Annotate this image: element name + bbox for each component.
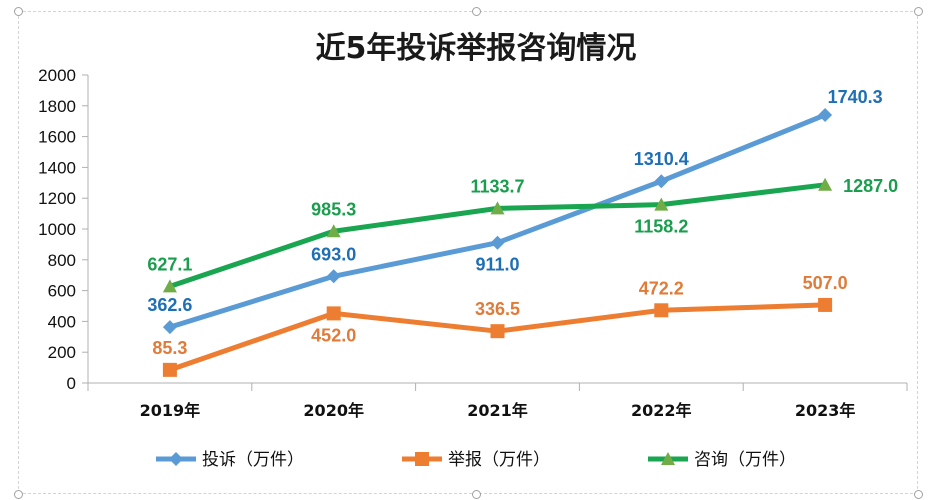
data-point-marker [162,320,177,335]
y-tick-label: 400 [48,312,76,331]
data-label: 507.0 [803,273,848,293]
data-label: 985.3 [311,199,356,219]
legend-triangle-icon [661,452,675,465]
data-label: 1310.4 [634,149,689,169]
x-tick-label: 2019年 [140,401,201,420]
data-point-marker [490,201,505,215]
y-tick-label: 200 [48,343,76,362]
data-point-marker [818,297,833,312]
data-point-marker [326,269,341,284]
data-point-marker [818,177,833,191]
data-label: 452.0 [311,325,356,345]
legend: 投诉（万件） 举报（万件） 咨询（万件） [156,450,796,470]
y-tick-label: 0 [67,374,76,393]
data-point-marker [818,107,833,122]
data-point-marker [654,197,669,211]
x-tick-label: 2022年 [631,401,692,420]
y-tick-label: 1600 [38,128,76,147]
data-point-marker [490,324,505,339]
legend-item: 投诉（万件） [156,450,304,470]
data-label: 693.0 [311,244,356,264]
data-point-marker [490,235,505,250]
series-diamond [162,107,833,335]
data-label: 336.5 [475,299,520,319]
chart-frame[interactable] [18,11,918,494]
x-axis-ticks: 2019年 2020年 2021年 2022年 2023年 [140,401,856,420]
data-label: 362.6 [147,295,192,315]
series-line [169,112,827,330]
x-tick-label: 2021年 [467,401,528,420]
legend-diamond-icon [169,452,183,466]
y-tick-label: 600 [48,282,76,301]
data-point-marker [162,362,177,377]
y-tick-label: 1800 [38,97,76,116]
series-group [162,107,833,377]
data-label: 472.2 [639,278,684,298]
y-tick-label: 1000 [38,220,76,239]
chart-title: 近5年投诉举报咨询情况 [316,31,637,66]
resize-handle-bottom-right[interactable] [914,490,923,499]
legend-square-icon [415,452,429,466]
legend-label: 咨询（万件） [694,450,796,470]
y-tick-label: 1400 [38,158,76,177]
resize-handle-bottom-left[interactable] [14,490,23,499]
data-label: 1133.7 [470,176,524,196]
data-point-marker [162,279,177,293]
y-tick-label: 800 [48,251,76,270]
data-label: 1158.2 [634,217,688,237]
data-point-marker [326,224,341,238]
x-tick-label: 2023年 [795,401,856,420]
resize-handle-top-center[interactable] [472,7,481,16]
legend-item: 咨询（万件） [648,450,796,470]
data-labels: 362.6 693.0 911.0 1310.4 1740.3 85.3 452.0 336.… [147,87,898,358]
data-label: 627.1 [147,254,192,274]
data-point-marker [654,303,669,318]
legend-label: 投诉（万件） [202,450,304,470]
x-tick-label: 2020年 [303,401,364,420]
y-axis-ticks: 0 200 400 600 800 1000 1200 1400 1600 1800 2000 [38,66,88,393]
data-label: 85.3 [152,338,187,358]
series-triangle [162,177,833,293]
resize-handle-bottom-center[interactable] [472,490,481,499]
data-point-marker [326,306,341,321]
y-tick-label: 1200 [38,189,76,208]
legend-item: 举报（万件） [402,450,550,470]
resize-handle-top-left[interactable] [14,7,23,16]
data-label: 1740.3 [828,87,883,107]
series-square [162,297,833,377]
chart-axes [87,75,908,391]
data-label: 1287.0 [843,176,898,196]
legend-label: 举报（万件） [448,450,550,470]
data-label: 911.0 [475,255,519,275]
data-point-marker [654,174,669,189]
y-tick-label: 2000 [38,66,76,85]
resize-handle-top-right[interactable] [914,7,923,16]
